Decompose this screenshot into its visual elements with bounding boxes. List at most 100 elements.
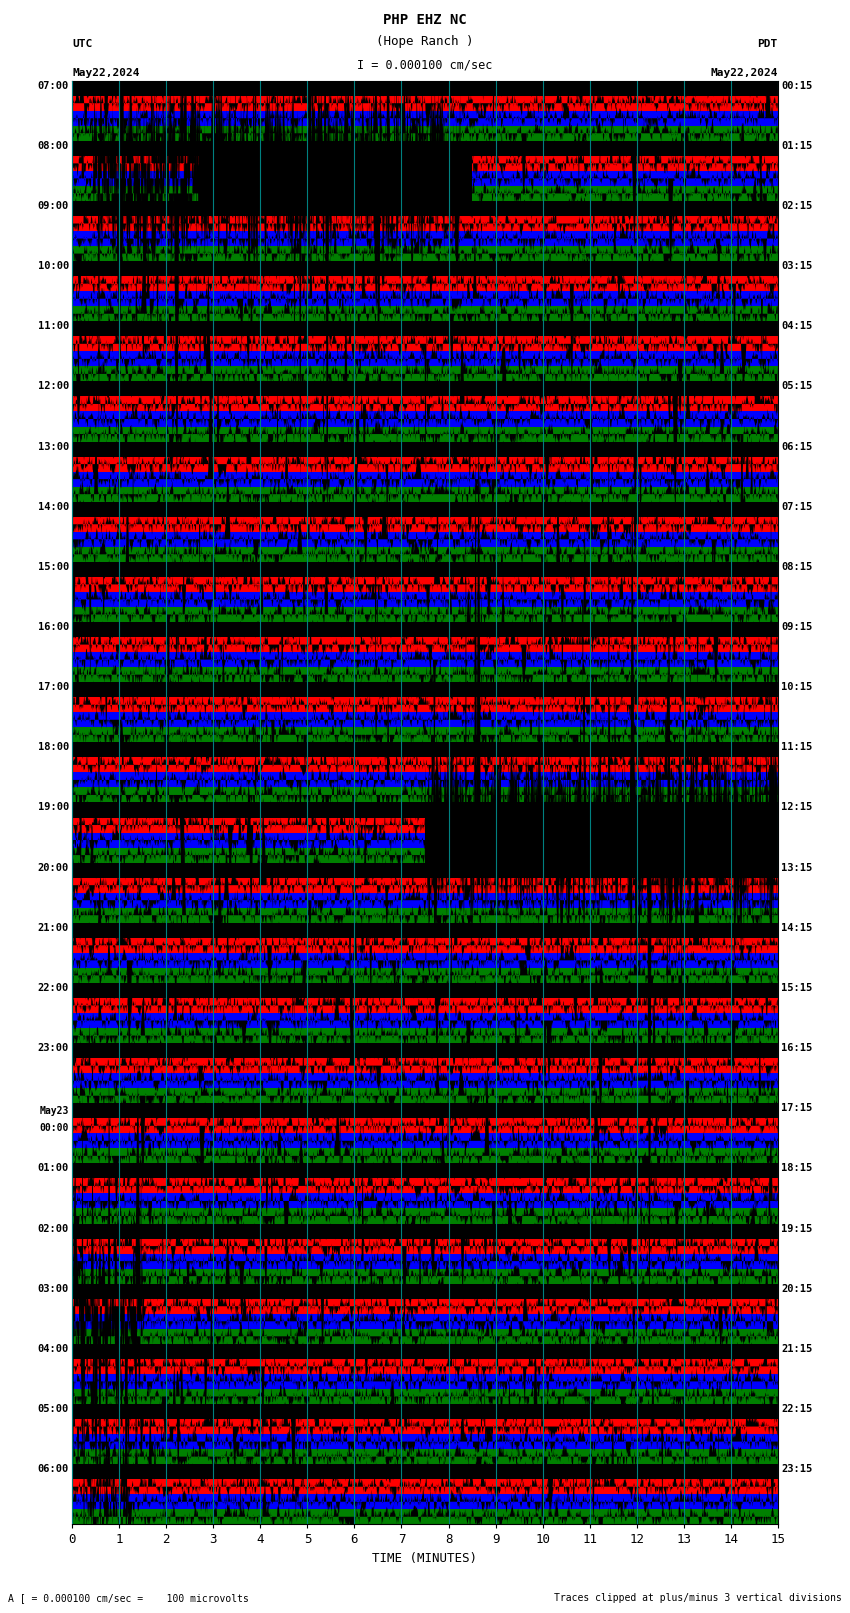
Bar: [72, 381, 778, 397]
Bar: [72, 185, 778, 202]
Bar: [72, 126, 778, 140]
Bar: [72, 1269, 778, 1284]
Bar: [72, 758, 778, 773]
Text: 11:00: 11:00: [37, 321, 69, 331]
Text: 16:15: 16:15: [781, 1044, 813, 1053]
Bar: [72, 1208, 778, 1224]
Bar: [72, 442, 778, 456]
Bar: [72, 727, 778, 742]
Text: 07:00: 07:00: [37, 81, 69, 90]
Text: 13:00: 13:00: [37, 442, 69, 452]
Bar: [72, 366, 778, 381]
Bar: [72, 982, 778, 998]
Bar: [72, 397, 778, 411]
Bar: [72, 1253, 778, 1269]
Bar: [72, 321, 778, 336]
Text: 11:15: 11:15: [781, 742, 813, 752]
Bar: [72, 336, 778, 352]
Text: A [ = 0.000100 cm/sec =    100 microvolts: A [ = 0.000100 cm/sec = 100 microvolts: [8, 1594, 249, 1603]
Text: 03:15: 03:15: [781, 261, 813, 271]
Bar: [72, 1044, 778, 1058]
Bar: [72, 606, 778, 623]
Text: 21:15: 21:15: [781, 1344, 813, 1353]
Text: 23:00: 23:00: [37, 1044, 69, 1053]
Text: 12:00: 12:00: [37, 381, 69, 392]
Text: 06:00: 06:00: [37, 1465, 69, 1474]
Bar: [72, 787, 778, 803]
Bar: [72, 1344, 778, 1358]
Bar: [72, 923, 778, 937]
Bar: [72, 908, 778, 923]
Bar: [72, 140, 778, 156]
Bar: [72, 261, 778, 276]
Bar: [72, 1284, 778, 1298]
Text: 15:00: 15:00: [37, 561, 69, 573]
Bar: [72, 1465, 778, 1479]
Bar: [72, 742, 778, 758]
Text: I = 0.000100 cm/sec: I = 0.000100 cm/sec: [357, 58, 493, 71]
Text: PHP EHZ NC: PHP EHZ NC: [383, 13, 467, 27]
Text: 03:00: 03:00: [37, 1284, 69, 1294]
Text: 14:00: 14:00: [37, 502, 69, 511]
Bar: [72, 1073, 778, 1089]
Bar: [72, 1494, 778, 1510]
Bar: [72, 156, 778, 171]
Bar: [72, 547, 778, 561]
Text: 10:00: 10:00: [37, 261, 69, 271]
Bar: [72, 773, 778, 787]
Bar: [72, 623, 778, 637]
Text: 01:00: 01:00: [37, 1163, 69, 1173]
Bar: [72, 1058, 778, 1073]
Text: 06:15: 06:15: [781, 442, 813, 452]
Bar: [72, 292, 778, 306]
Text: 22:15: 22:15: [781, 1403, 813, 1415]
Bar: [72, 1179, 778, 1194]
Text: 22:00: 22:00: [37, 982, 69, 994]
Bar: [72, 202, 778, 216]
Bar: [72, 1448, 778, 1465]
Text: 15:15: 15:15: [781, 982, 813, 994]
Text: 07:15: 07:15: [781, 502, 813, 511]
Bar: [72, 95, 778, 111]
Bar: [72, 937, 778, 953]
Bar: [72, 577, 778, 592]
Bar: [72, 1329, 778, 1344]
Bar: [72, 1298, 778, 1313]
Bar: [72, 1434, 778, 1448]
Bar: [72, 637, 778, 652]
Bar: [72, 1089, 778, 1103]
Bar: [72, 216, 778, 231]
Bar: [72, 803, 778, 818]
Bar: [72, 953, 778, 968]
Text: 20:00: 20:00: [37, 863, 69, 873]
Bar: [72, 411, 778, 426]
Bar: [72, 818, 778, 832]
Bar: [199, 140, 472, 202]
Bar: [72, 1313, 778, 1329]
Text: UTC: UTC: [72, 39, 93, 50]
Bar: [72, 487, 778, 502]
Text: 02:15: 02:15: [781, 202, 813, 211]
Bar: [72, 697, 778, 713]
Text: 23:15: 23:15: [781, 1465, 813, 1474]
Bar: [72, 231, 778, 247]
Bar: [72, 877, 778, 892]
Bar: [72, 276, 778, 292]
Bar: [72, 713, 778, 727]
Bar: [72, 1374, 778, 1389]
Text: 10:15: 10:15: [781, 682, 813, 692]
Text: 20:15: 20:15: [781, 1284, 813, 1294]
Bar: [72, 668, 778, 682]
Bar: [72, 1148, 778, 1163]
Text: 16:00: 16:00: [37, 623, 69, 632]
Bar: [72, 426, 778, 442]
Bar: [72, 1479, 778, 1494]
X-axis label: TIME (MINUTES): TIME (MINUTES): [372, 1552, 478, 1565]
Bar: [72, 1013, 778, 1027]
Bar: [72, 863, 778, 877]
Text: 00:15: 00:15: [781, 81, 813, 90]
Bar: [72, 1419, 778, 1434]
Text: 09:15: 09:15: [781, 623, 813, 632]
Bar: [72, 561, 778, 577]
Bar: [72, 532, 778, 547]
